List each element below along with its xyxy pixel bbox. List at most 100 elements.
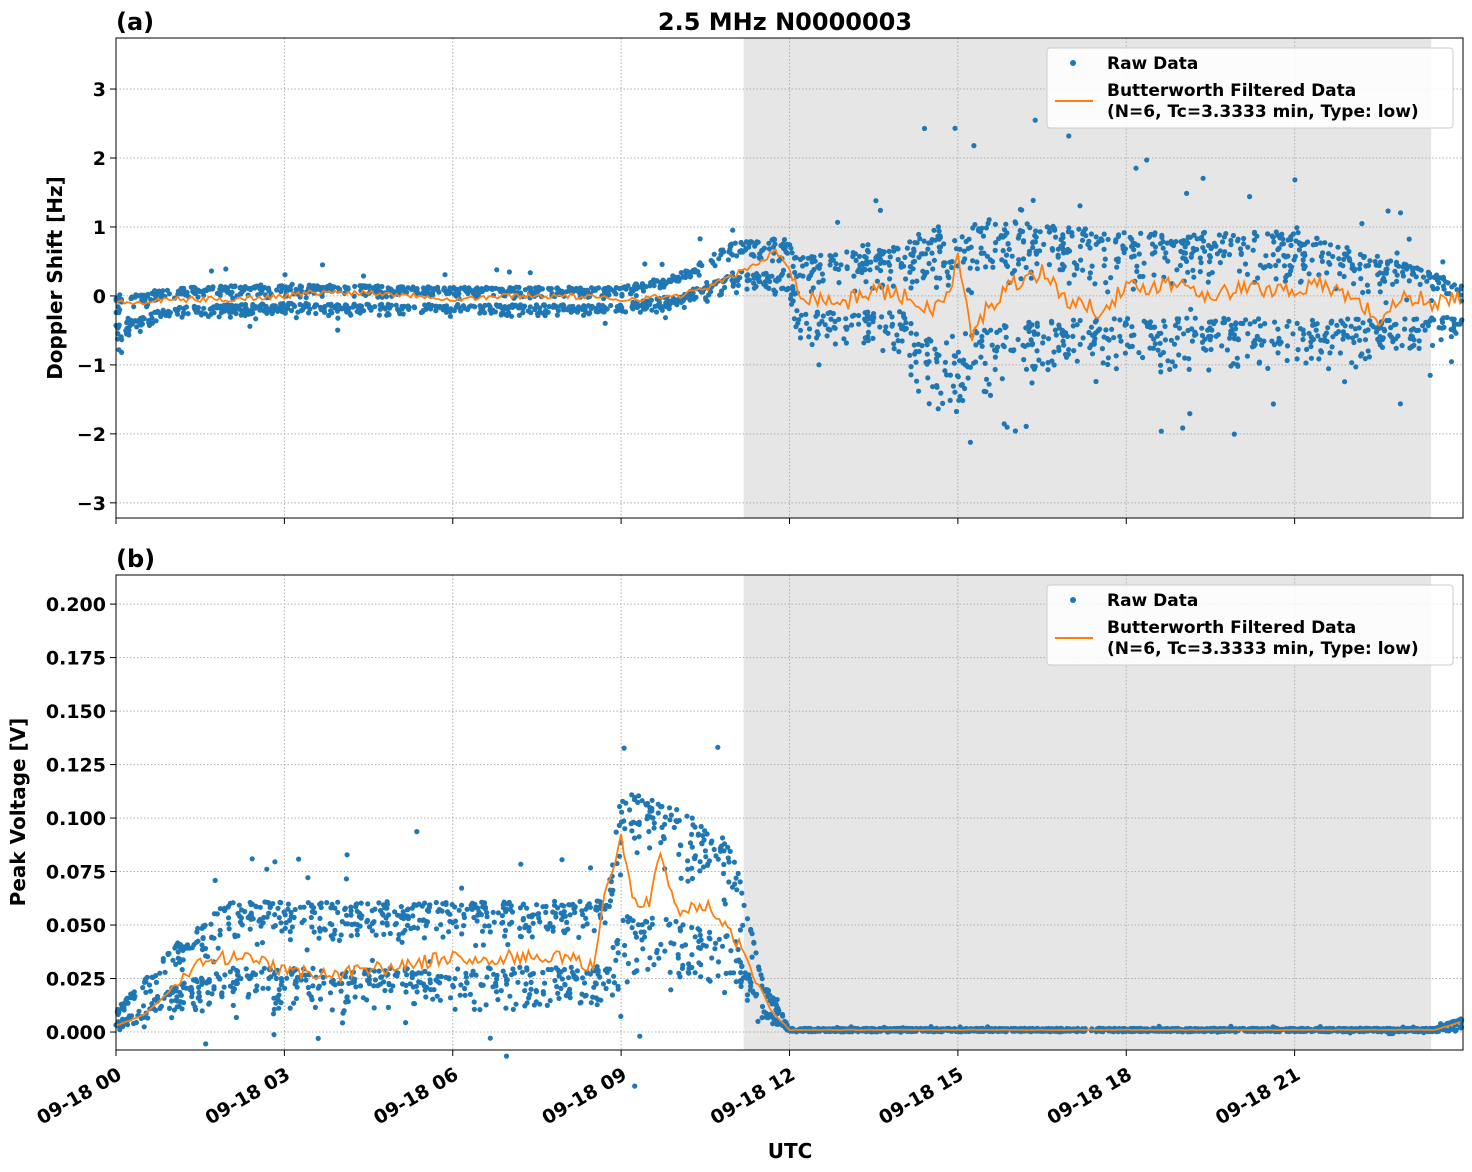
- raw-data-point: [1050, 223, 1056, 229]
- raw-data-point: [865, 309, 871, 315]
- raw-data-point: [993, 240, 999, 246]
- raw-data-point: [473, 942, 479, 949]
- raw-data-point: [1270, 401, 1276, 407]
- raw-data-point: [663, 304, 669, 310]
- raw-data-point: [1231, 431, 1237, 437]
- raw-data-point: [258, 923, 264, 929]
- raw-data-point: [692, 934, 698, 940]
- raw-data-point: [1457, 321, 1463, 327]
- raw-data-point: [737, 879, 743, 885]
- raw-data-point: [1124, 342, 1130, 348]
- raw-data-point: [1346, 248, 1352, 255]
- raw-data-point: [771, 237, 778, 243]
- raw-data-point: [510, 966, 516, 972]
- raw-data-point: [1192, 315, 1198, 321]
- raw-data-point: [989, 258, 996, 265]
- raw-data-point: [798, 312, 805, 318]
- raw-data-point: [632, 302, 638, 308]
- raw-data-point: [980, 233, 987, 239]
- raw-data-point: [1244, 353, 1250, 359]
- raw-data-point: [622, 826, 628, 832]
- raw-data-point: [1203, 347, 1209, 353]
- raw-data-point: [600, 981, 607, 987]
- raw-data-point: [697, 868, 703, 874]
- raw-data-point: [832, 341, 839, 347]
- raw-data-point: [1173, 239, 1179, 245]
- raw-data-point: [1286, 318, 1292, 324]
- raw-data-point: [358, 303, 364, 309]
- raw-data-point: [734, 253, 740, 259]
- raw-data-point: [285, 901, 291, 907]
- raw-data-point: [307, 306, 313, 312]
- raw-data-point: [156, 310, 163, 316]
- raw-data-point: [528, 979, 534, 986]
- raw-data-point: [424, 919, 431, 925]
- raw-data-point: [444, 291, 450, 297]
- raw-data-point: [470, 291, 477, 297]
- raw-data-point: [1289, 264, 1295, 270]
- raw-data-point: [221, 984, 227, 990]
- raw-data-point: [129, 321, 135, 327]
- raw-data-point: [381, 931, 387, 938]
- raw-data-point: [1284, 343, 1291, 349]
- raw-data-point: [1310, 322, 1316, 328]
- raw-data-point: [924, 269, 930, 275]
- raw-data-point: [179, 967, 185, 973]
- raw-data-point: [545, 309, 551, 315]
- raw-data-point: [233, 1014, 239, 1021]
- raw-data-point: [617, 302, 624, 308]
- raw-data-point: [1191, 274, 1197, 280]
- raw-data-point: [253, 283, 260, 289]
- raw-data-point: [151, 997, 157, 1003]
- raw-data-point: [448, 286, 454, 292]
- raw-data-point: [983, 225, 990, 231]
- raw-data-point: [343, 302, 350, 308]
- raw-data-point: [1351, 268, 1357, 274]
- raw-data-point: [756, 964, 762, 970]
- raw-data-point: [850, 253, 856, 260]
- raw-data-point: [1292, 253, 1298, 259]
- raw-data-point: [1041, 241, 1047, 247]
- raw-data-point: [518, 861, 524, 867]
- raw-data-point: [1092, 319, 1098, 325]
- raw-data-point: [410, 913, 416, 919]
- filtered-data-line: [115, 247, 1462, 341]
- raw-data-point: [589, 285, 595, 291]
- raw-data-point: [567, 995, 573, 1001]
- raw-data-point: [146, 320, 152, 326]
- raw-data-point: [335, 327, 341, 333]
- raw-data-point: [477, 310, 483, 316]
- raw-data-point: [1066, 280, 1072, 286]
- raw-data-point: [571, 287, 577, 293]
- raw-data-point: [1032, 117, 1038, 123]
- raw-data-point: [810, 285, 816, 291]
- raw-data-point: [1300, 336, 1306, 343]
- raw-data-point: [689, 815, 695, 821]
- raw-data-point: [516, 284, 522, 290]
- raw-data-point: [702, 848, 709, 854]
- raw-data-point: [523, 981, 529, 987]
- raw-data-point: [1120, 243, 1126, 249]
- raw-data-point: [1275, 350, 1281, 356]
- raw-data-point: [1045, 367, 1051, 373]
- raw-data-point: [159, 290, 165, 297]
- raw-data-point: [873, 198, 879, 204]
- raw-data-point: [534, 902, 540, 908]
- raw-data-point: [1056, 347, 1062, 353]
- raw-data-point: [891, 248, 897, 254]
- raw-data-point: [731, 859, 738, 865]
- raw-data-point: [1247, 321, 1253, 327]
- raw-data-point: [697, 236, 703, 242]
- raw-data-point: [1172, 363, 1178, 369]
- raw-data-point: [1290, 331, 1296, 337]
- raw-data-point: [581, 980, 588, 986]
- legend-filtered-label: Butterworth Filtered Data: [1107, 81, 1356, 101]
- raw-data-point: [744, 916, 751, 922]
- raw-data-point: [1162, 323, 1168, 329]
- raw-data-point: [1019, 207, 1025, 213]
- raw-data-point: [979, 343, 985, 349]
- raw-data-point: [1263, 253, 1269, 259]
- raw-data-point: [703, 295, 709, 301]
- raw-data-point: [1348, 323, 1354, 329]
- raw-data-point: [495, 997, 501, 1003]
